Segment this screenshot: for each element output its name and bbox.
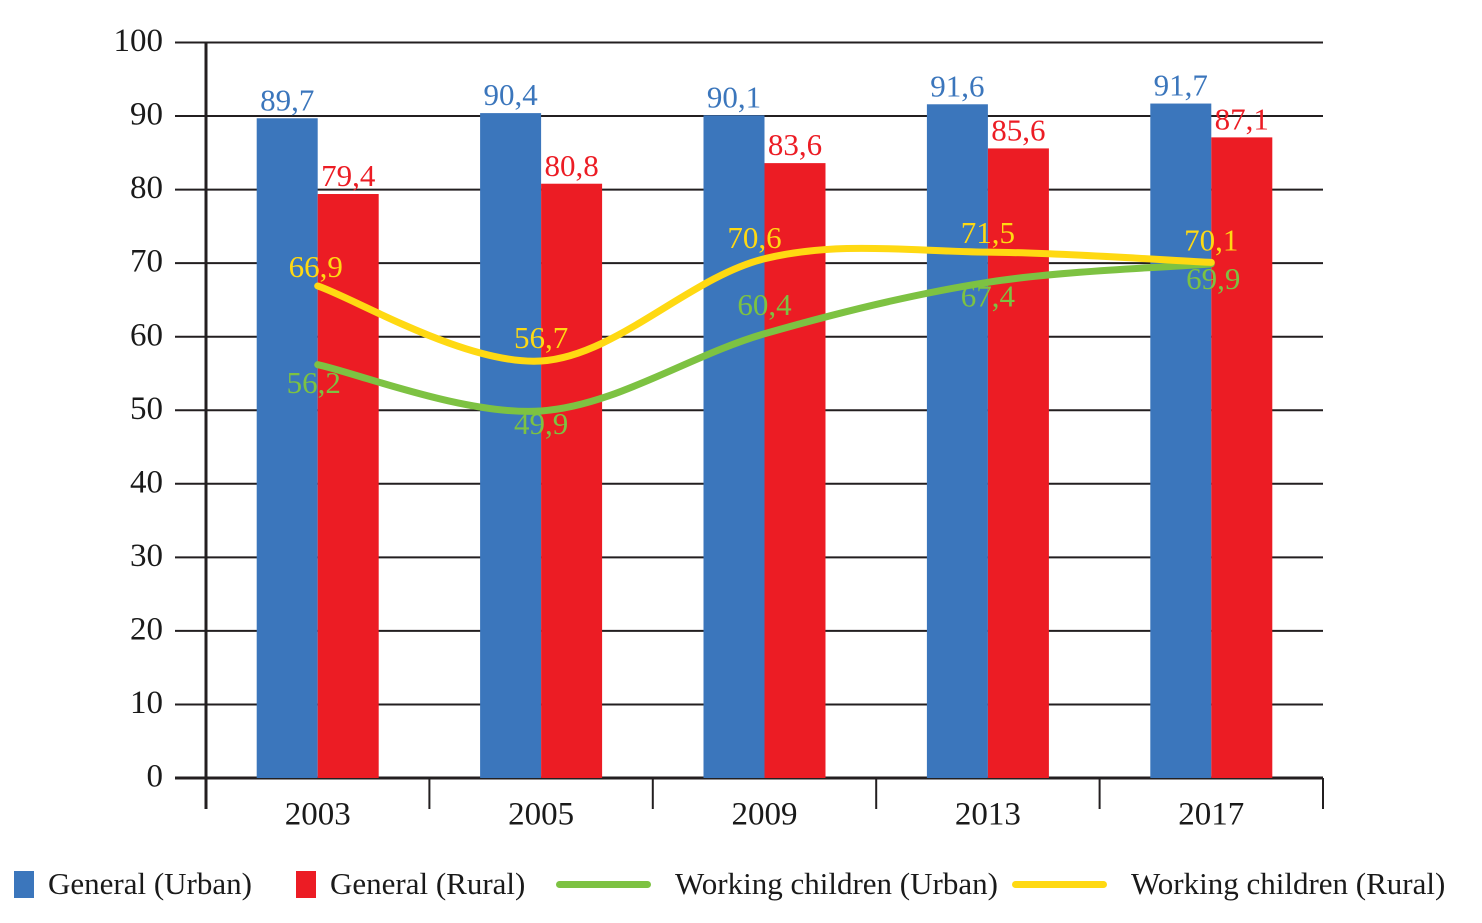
line-value-label: 70,6: [727, 220, 781, 255]
working-rural-line-icon: [1012, 880, 1107, 888]
chart-canvas: 0 10 20 30 40 50 60 70 80 90 100 2003 2005 2009 2013 20…: [114, 23, 1324, 833]
bar-rural-2017: [1211, 137, 1273, 778]
y-tick-label: 60: [130, 317, 163, 353]
bar-rural-2005: [541, 183, 603, 778]
bar-urban-2005: [480, 113, 542, 778]
working-urban-line-icon: [556, 880, 651, 888]
bar-value-label: 89,7: [260, 82, 314, 117]
legend-label-working-rural: Working children (Rural): [1131, 866, 1446, 901]
x-category-label: 2009: [732, 797, 798, 833]
y-tick-label: 90: [130, 97, 163, 133]
line-value-label: 69,9: [1186, 261, 1240, 296]
bar-value-label: 85,6: [991, 113, 1045, 148]
x-category-label: 2005: [508, 797, 574, 833]
bar-urban-2013: [926, 104, 988, 779]
bar-value-label: 90,4: [483, 77, 538, 112]
bar-value-label: 90,1: [707, 79, 761, 114]
line-value-label: 56,7: [514, 320, 568, 355]
bar-urban-2003: [256, 118, 318, 779]
legend-item-working-rural: Working children (Rural): [1012, 852, 1445, 916]
legend-label-general-rural: General (Rural): [330, 866, 526, 901]
legend-label-working-urban: Working children (Urban): [675, 866, 998, 901]
y-tick-label: 50: [130, 391, 163, 427]
line-value-label: 70,1: [1184, 223, 1238, 258]
y-tick-label: 100: [114, 23, 164, 59]
line-working-urban: [314, 260, 1215, 415]
line-value-label: 67,4: [961, 278, 1016, 313]
general-urban-swatch-icon: [14, 870, 34, 898]
line-value-label: 60,4: [737, 287, 792, 322]
line-working-rural: [314, 244, 1215, 365]
y-tick-label: 70: [130, 244, 163, 280]
y-tick-label: 30: [130, 538, 163, 574]
line-value-label: 49,9: [514, 406, 568, 441]
bar-value-label: 91,6: [930, 68, 984, 103]
y-tick-label: 40: [130, 464, 163, 500]
bar-value-label: 79,4: [321, 158, 376, 193]
y-tick-label: 80: [130, 170, 163, 206]
combo-chart: 0 10 20 30 40 50 60 70 80 90 100 2003 2005 2009 2013 20…: [114, 23, 1324, 833]
line-value-label: 71,5: [961, 215, 1015, 250]
y-tick-label: 10: [130, 685, 163, 721]
legend-item-general-urban: General (Urban): [14, 852, 252, 916]
legend-item-general-rural: General (Rural): [296, 852, 525, 916]
line-value-label: 66,9: [289, 249, 343, 284]
bar-urban-2009: [703, 115, 765, 778]
x-category-label: 2013: [955, 797, 1021, 833]
x-category-label: 2003: [285, 797, 351, 833]
chart-legend: General (Urban) General (Rural) Working …: [0, 852, 1482, 916]
line-value-label: 56,2: [287, 365, 341, 400]
bar-value-label: 83,6: [768, 127, 822, 162]
bar-value-label: 87,1: [1215, 101, 1269, 136]
bar-rural-2009: [764, 163, 826, 778]
bar-value-label: 91,7: [1154, 68, 1208, 103]
bar-urban-2017: [1150, 103, 1212, 778]
legend-item-working-urban: Working children (Urban): [556, 852, 998, 916]
x-category-label: 2017: [1178, 797, 1244, 833]
general-rural-swatch-icon: [296, 870, 316, 898]
y-tick-label: 0: [147, 759, 164, 795]
bar-value-label: 80,8: [544, 148, 598, 183]
y-tick-label: 20: [130, 611, 163, 647]
legend-label-general-urban: General (Urban): [48, 866, 252, 901]
